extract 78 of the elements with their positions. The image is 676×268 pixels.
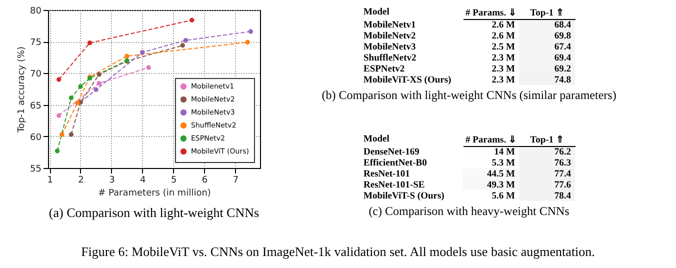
- text: (a) Comparison with light-weight CNNs: [48, 205, 260, 220]
- y-tick-label: ResNet-101: [364, 170, 410, 180]
- y-tick-label: 80: [30, 6, 42, 16]
- point: [68, 132, 74, 137]
- data-label: 2.5 M: [492, 42, 516, 52]
- data-label: 2.3 M: [492, 64, 516, 74]
- y-tick-label: MobileNetv3: [364, 42, 416, 52]
- text: (b) Comparison with light-weight CNNs (similar parameters): [322, 88, 616, 102]
- y-tick-label: ESPNetv2: [364, 64, 405, 74]
- x-tick-label: Top-1 ⇑: [530, 134, 564, 146]
- data-label: 2.6 M: [492, 32, 516, 42]
- y-tick-label: MobileViT-S (Ours): [364, 192, 444, 202]
- y-tick-label: 60: [30, 132, 42, 143]
- data-label: 5.3 M: [492, 158, 516, 168]
- data-label: 14 M: [494, 148, 516, 158]
- point: [94, 87, 98, 92]
- point: [54, 148, 60, 154]
- point: [245, 40, 250, 45]
- data-label: 2.3 M: [492, 76, 516, 86]
- x-tick-label: # Params. ⇓: [465, 8, 517, 18]
- point: [96, 80, 102, 86]
- y-tick-label: MobileNetv1: [364, 20, 416, 30]
- caption: Figure 6: MobileViT vs. CNNs on ImageNet-1k validation set. All models use basic augmentation.: [80, 244, 596, 260]
- x-tick-label: 7: [232, 176, 239, 186]
- data-label: 76.2: [554, 148, 572, 158]
- data-label: 2.6 M: [492, 20, 516, 30]
- x-tick-label: 5: [170, 176, 177, 186]
- point: [68, 96, 74, 100]
- data-label: 77.6: [554, 180, 572, 190]
- y-tick-label: ResNet-101-SE: [364, 180, 425, 190]
- y-tick-label: 75: [30, 38, 42, 48]
- data-label: 49.3 M: [487, 180, 516, 190]
- y-axis-title: Model: [364, 8, 390, 18]
- point: [78, 84, 83, 89]
- text: (c) Comparison with heavy-weight CNNs: [368, 204, 570, 218]
- x-tick-label: 1: [47, 176, 53, 186]
- point: [124, 54, 130, 58]
- y-tick-label: MobileNetv2: [364, 32, 416, 42]
- data-label: 69.4: [554, 54, 572, 64]
- x-tick-label: 3: [109, 176, 115, 186]
- data-label: 2.3 M: [492, 54, 516, 64]
- data-label: 74.8: [554, 76, 572, 86]
- y-tick-label: MobileViT-XS (Ours): [364, 76, 452, 86]
- data-label: 44.5 M: [487, 170, 516, 180]
- point: [96, 72, 102, 77]
- y-tick-label: 65: [30, 101, 42, 112]
- point: [75, 100, 80, 106]
- point: [146, 65, 151, 70]
- y-axis-title: Model: [364, 134, 390, 144]
- x-tick-label: Top-1 ⇑: [530, 8, 564, 18]
- data-label: 78.4: [554, 192, 572, 202]
- x-axis-title: # Parameters (in million): [98, 188, 211, 198]
- x-tick-label: 4: [140, 176, 146, 186]
- y-tick-label: ShuffleNetv2: [364, 54, 417, 64]
- data-label: 68.4: [554, 20, 572, 30]
- point: [140, 50, 145, 55]
- point: [190, 18, 194, 22]
- point: [180, 43, 185, 48]
- point: [248, 29, 254, 34]
- data-label: 5.6 M: [492, 192, 516, 202]
- point: [60, 132, 64, 137]
- y-tick-label: DenseNet-169: [364, 148, 420, 158]
- point: [56, 77, 62, 82]
- data-label: 69.8: [554, 32, 572, 42]
- x-tick-label: 6: [202, 176, 208, 186]
- data-label: 76.3: [554, 158, 572, 168]
- y-axis-title: Top-1 accuracy (%): [17, 46, 28, 134]
- point: [87, 40, 92, 46]
- y-tick-label: EfficientNet-B0: [364, 158, 428, 168]
- y-tick-label: 55: [30, 164, 42, 174]
- y-tick-label: 70: [30, 70, 42, 80]
- data-label: 67.4: [554, 42, 572, 52]
- x-tick-label: # Params. ⇓: [465, 134, 517, 146]
- point: [183, 38, 188, 43]
- x-tick-label: 2: [78, 176, 84, 186]
- point: [56, 113, 62, 118]
- data-label: 69.2: [554, 64, 572, 74]
- data-label: 77.4: [554, 170, 572, 180]
